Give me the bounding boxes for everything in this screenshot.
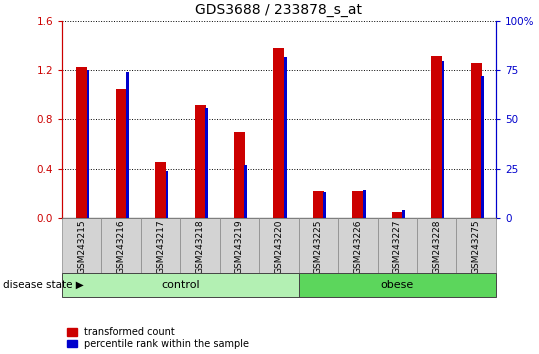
Text: GSM243275: GSM243275	[472, 219, 481, 274]
Title: GDS3688 / 233878_s_at: GDS3688 / 233878_s_at	[196, 4, 362, 17]
Bar	[417, 218, 457, 273]
Bar	[338, 218, 377, 273]
Bar	[141, 218, 181, 273]
Bar	[234, 132, 245, 218]
Text: GSM243226: GSM243226	[354, 219, 362, 274]
Bar	[155, 162, 166, 218]
Text: control: control	[161, 280, 199, 290]
Bar	[220, 218, 259, 273]
Bar	[62, 273, 299, 297]
Text: GSM243220: GSM243220	[274, 219, 284, 274]
Text: GSM243225: GSM243225	[314, 219, 323, 274]
Bar	[273, 48, 285, 218]
Bar	[284, 57, 287, 218]
Bar	[126, 72, 129, 218]
Bar	[195, 105, 205, 218]
Bar	[323, 192, 326, 218]
Text: GSM243215: GSM243215	[77, 219, 86, 274]
Bar	[402, 210, 405, 218]
Text: GSM243227: GSM243227	[393, 219, 402, 274]
Bar	[313, 191, 324, 218]
Bar	[441, 61, 444, 218]
Bar	[299, 273, 496, 297]
Bar	[299, 218, 338, 273]
Bar	[165, 171, 168, 218]
Bar	[392, 212, 403, 218]
Bar	[259, 218, 299, 273]
Bar	[181, 218, 220, 273]
Bar	[481, 76, 484, 218]
Bar	[244, 165, 247, 218]
Bar	[101, 218, 141, 273]
Bar	[457, 218, 496, 273]
Bar	[353, 191, 363, 218]
Text: GSM243228: GSM243228	[432, 219, 441, 274]
Text: GSM243217: GSM243217	[156, 219, 165, 274]
Bar	[471, 63, 482, 218]
Bar	[87, 70, 89, 218]
Bar	[116, 89, 127, 218]
Text: disease state ▶: disease state ▶	[3, 280, 84, 290]
Text: obese: obese	[381, 280, 414, 290]
Bar	[205, 108, 208, 218]
Legend: transformed count, percentile rank within the sample: transformed count, percentile rank withi…	[67, 327, 250, 349]
Bar	[431, 56, 442, 218]
Bar	[62, 218, 101, 273]
Text: GSM243219: GSM243219	[235, 219, 244, 274]
Text: GSM243218: GSM243218	[196, 219, 204, 274]
Bar	[76, 67, 87, 218]
Bar	[377, 218, 417, 273]
Text: GSM243216: GSM243216	[116, 219, 126, 274]
Bar	[363, 190, 365, 218]
